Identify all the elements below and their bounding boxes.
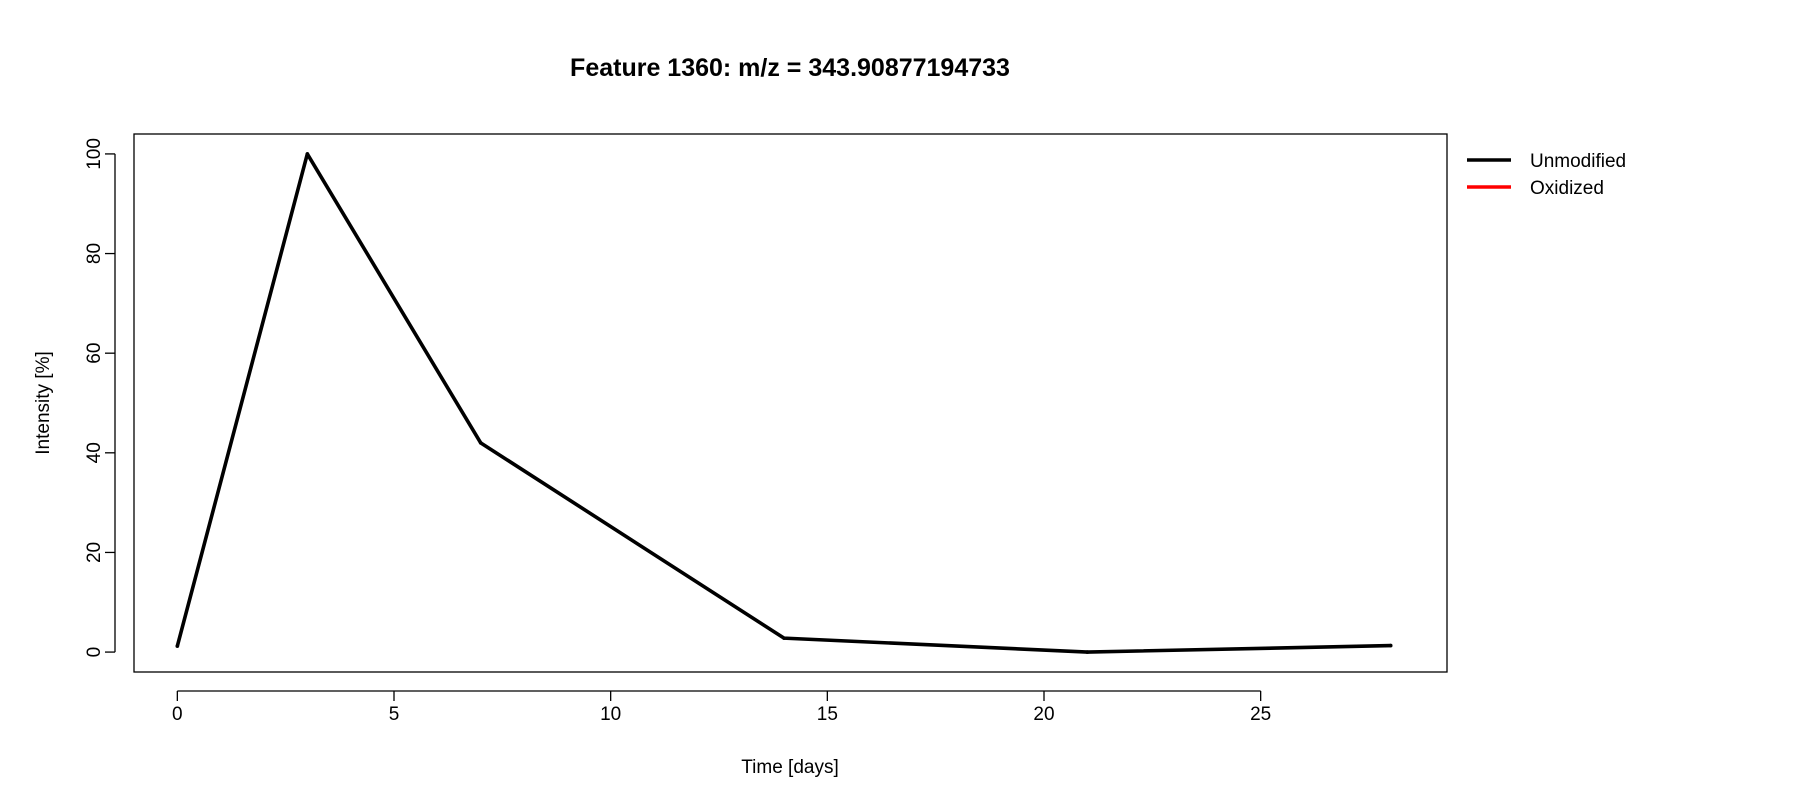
y-tick-label: 60 bbox=[84, 343, 105, 364]
y-tick-label: 20 bbox=[84, 542, 105, 563]
y-tick-label: 40 bbox=[84, 442, 105, 463]
chart-title: Feature 1360: m/z = 343.90877194733 bbox=[570, 54, 1010, 82]
x-tick-label: 10 bbox=[600, 704, 621, 725]
x-tick-label: 15 bbox=[817, 704, 838, 725]
x-axis-label: Time [days] bbox=[741, 757, 839, 778]
x-tick-label: 25 bbox=[1250, 704, 1271, 725]
x-axis: 0 5 10 15 20 25 bbox=[172, 690, 1271, 725]
legend-label: Oxidized bbox=[1530, 178, 1604, 199]
x-tick-label: 20 bbox=[1033, 704, 1054, 725]
plot-frame bbox=[133, 133, 1448, 673]
y-tick-label: 100 bbox=[84, 138, 105, 170]
series-layer bbox=[175, 152, 1393, 654]
y-axis: 0 20 40 60 80 100 bbox=[84, 138, 116, 658]
x-tick-label: 0 bbox=[172, 704, 183, 725]
data-point bbox=[1085, 650, 1090, 654]
y-axis-label: Intensity [%] bbox=[33, 351, 54, 455]
data-point bbox=[305, 152, 310, 156]
data-point bbox=[1388, 643, 1393, 648]
data-point bbox=[175, 644, 180, 648]
legend-label: Unmodified bbox=[1530, 151, 1626, 172]
x-tick-label: 5 bbox=[389, 704, 400, 725]
series-line-unmodified bbox=[175, 152, 1393, 654]
y-tick-label: 80 bbox=[84, 243, 105, 264]
legend: Unmodified Oxidized bbox=[1467, 151, 1626, 199]
y-tick-label: 0 bbox=[84, 647, 105, 658]
data-point bbox=[478, 441, 483, 445]
data-point bbox=[782, 636, 786, 640]
